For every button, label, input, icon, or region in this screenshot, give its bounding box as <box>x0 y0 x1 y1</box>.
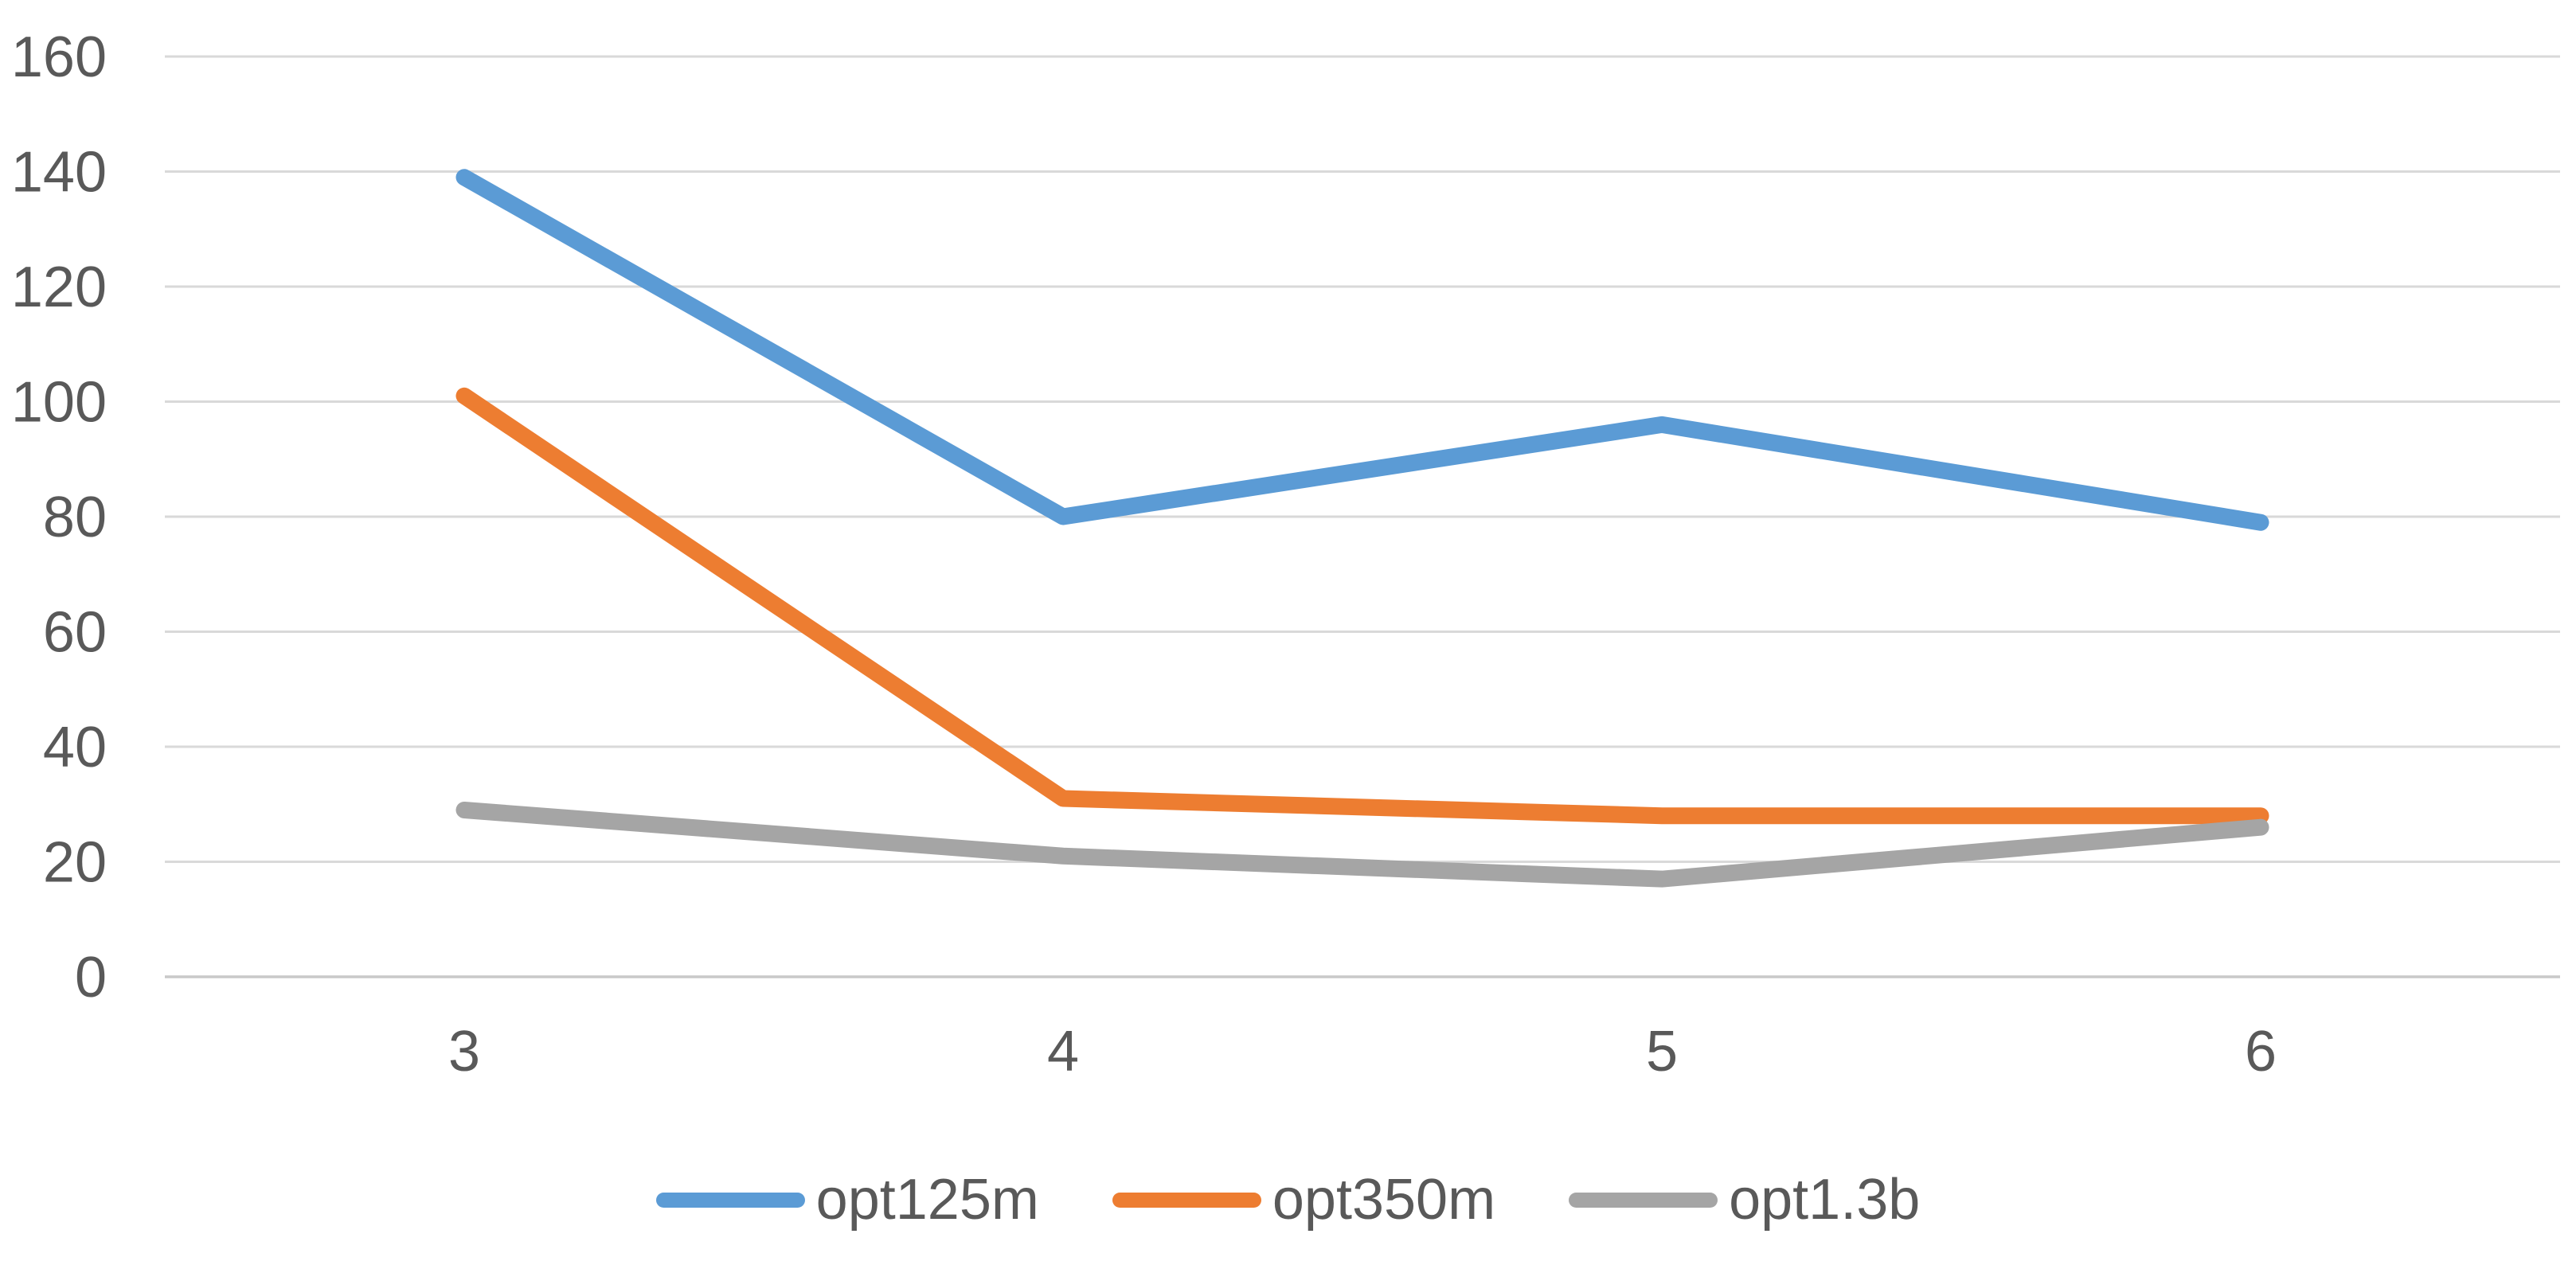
y-axis-tick-label: 40 <box>43 716 107 779</box>
y-axis-tick-label: 20 <box>43 831 107 895</box>
legend-item-opt1.3b: opt1.3b <box>1569 1167 1920 1232</box>
series-line-opt125m <box>455 169 2269 531</box>
y-axis-tick-label: 160 <box>11 25 107 89</box>
legend-swatch-opt350m <box>1112 1192 1261 1208</box>
legend-item-opt125m: opt125m <box>655 1167 1039 1232</box>
legend-item-label: opt350m <box>1272 1168 1496 1232</box>
y-axis-tick-label: 80 <box>43 486 107 549</box>
y-axis-tick-label: 100 <box>11 371 107 435</box>
legend-item-label: opt1.3b <box>1729 1168 1921 1232</box>
chart-legend: opt125m opt350m opt1.3b <box>0 1153 2576 1247</box>
series-line-opt350m <box>455 387 2269 825</box>
legend-swatch-opt125m <box>655 1192 805 1208</box>
x-axis-category-label: 6 <box>2245 1020 2277 1083</box>
y-axis-tick-label: 0 <box>75 946 107 1009</box>
x-axis-category-label: 4 <box>1047 1020 1079 1083</box>
series-line-opt1.3b <box>455 801 2269 888</box>
x-axis-category-label: 3 <box>448 1020 480 1083</box>
legend-swatch-opt1.3b <box>1569 1192 1718 1208</box>
x-axis-category-label: 5 <box>1646 1020 1678 1083</box>
legend-item-label: opt125m <box>815 1168 1039 1232</box>
legend-item-opt350m: opt350m <box>1112 1167 1495 1232</box>
y-axis-tick-label: 120 <box>11 256 107 319</box>
y-axis-tick-label: 60 <box>43 601 107 665</box>
y-axis-tick-label: 140 <box>11 141 107 205</box>
